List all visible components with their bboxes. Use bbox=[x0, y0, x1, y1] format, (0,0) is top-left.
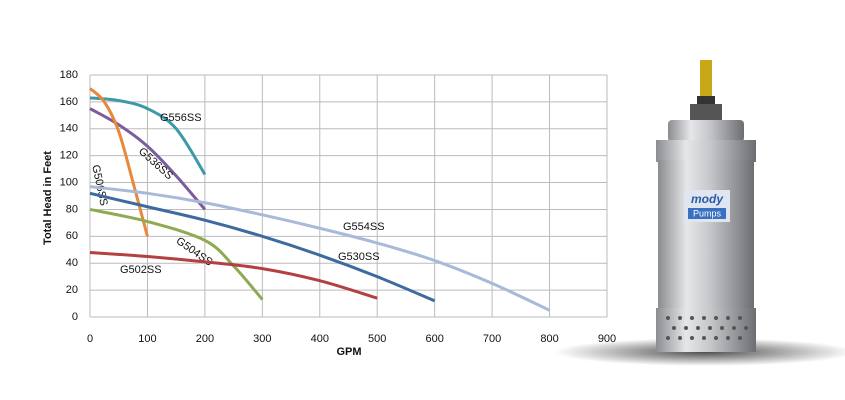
series-line bbox=[89, 107, 207, 211]
plot-area: 0 20 40 60 80 100 120 140 160 180 0 100 200 300 400 500… bbox=[60, 69, 617, 345]
pump-cable bbox=[697, 96, 715, 106]
y-tick-label: 60 bbox=[66, 230, 78, 242]
pump-collar bbox=[656, 140, 756, 162]
pump-handle bbox=[700, 60, 712, 100]
x-tick-label: 500 bbox=[368, 333, 386, 345]
y-tick-label: 0 bbox=[72, 311, 78, 323]
series-label: G502SS bbox=[120, 264, 162, 276]
series-line bbox=[89, 207, 264, 301]
x-tick-label: 100 bbox=[138, 333, 156, 345]
pump-cap bbox=[690, 104, 722, 122]
pump-top bbox=[668, 120, 744, 142]
pump-body bbox=[658, 160, 754, 310]
y-tick-label: 40 bbox=[66, 257, 78, 269]
pump-logo-band bbox=[688, 208, 726, 219]
pump-image: mody Pumps bbox=[555, 60, 845, 366]
y-tick-label: 80 bbox=[66, 203, 78, 215]
series-line bbox=[89, 191, 436, 303]
y-tick-label: 100 bbox=[60, 176, 78, 188]
x-axis-title: GPM bbox=[336, 346, 361, 358]
series-label: G554SS bbox=[343, 221, 385, 233]
x-tick-label: 0 bbox=[87, 333, 93, 345]
strainer-holes bbox=[666, 316, 748, 340]
y-tick-label: 20 bbox=[66, 284, 78, 296]
y-tick-label: 180 bbox=[60, 69, 78, 81]
series-label: G556SS bbox=[160, 112, 202, 124]
series-line bbox=[89, 96, 207, 176]
x-tick-label: 400 bbox=[311, 333, 329, 345]
pump-strainer bbox=[656, 308, 756, 352]
series-label: G536SS bbox=[136, 145, 175, 182]
series-line bbox=[89, 185, 551, 312]
pump-logo: mody bbox=[691, 192, 724, 206]
x-tick-label: 700 bbox=[483, 333, 501, 345]
series-line bbox=[89, 250, 378, 300]
x-tick-label: 600 bbox=[425, 333, 443, 345]
series-label: G506SS bbox=[89, 164, 109, 207]
x-tick-label: 300 bbox=[253, 333, 271, 345]
x-tick-label: 200 bbox=[196, 333, 214, 345]
y-tick-label: 140 bbox=[60, 123, 78, 135]
series-label: G530SS bbox=[338, 251, 380, 263]
y-axis-title: Total Head in Feet bbox=[42, 151, 54, 245]
y-tick-label: 120 bbox=[60, 150, 78, 162]
x-tick-label: 800 bbox=[540, 333, 558, 345]
series-line bbox=[88, 87, 149, 237]
y-tick-label: 160 bbox=[60, 96, 78, 108]
pump-logo: Pumps bbox=[693, 208, 722, 218]
